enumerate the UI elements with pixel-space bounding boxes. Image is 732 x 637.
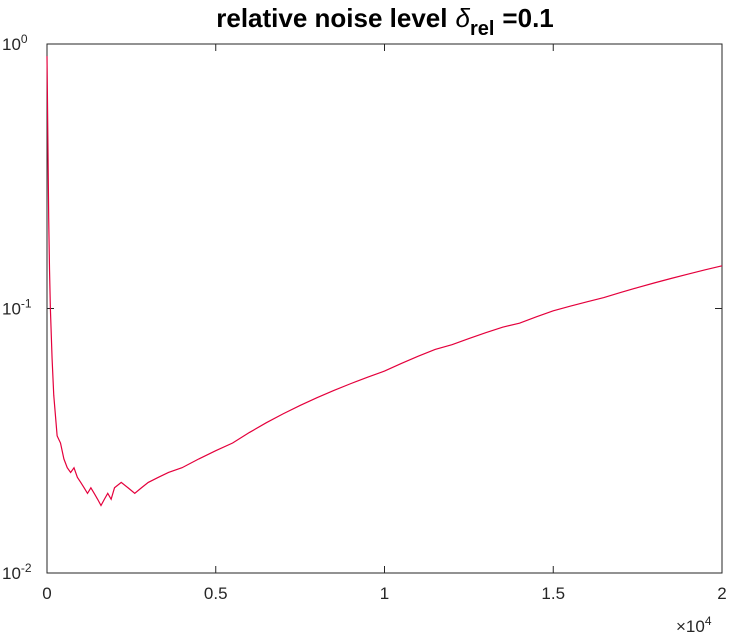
chart-title: relative noise level δrel =0.1 — [216, 3, 554, 40]
plot-frame — [46, 43, 723, 574]
exponent-power: 4 — [705, 614, 712, 628]
title-symbol: δ — [456, 3, 471, 33]
tick-base: 10 — [2, 564, 21, 583]
x-tick-label: 0 — [42, 584, 51, 603]
tick-exponent: -1 — [21, 297, 32, 311]
x-exponent-label: ×104 — [676, 614, 712, 636]
tick-base: 10 — [2, 300, 21, 319]
exponent-base: ×10 — [676, 617, 705, 636]
title-text: relative noise level — [216, 3, 447, 33]
title-subscript: rel — [470, 18, 494, 40]
y-tick-label: 10-1 — [2, 297, 32, 319]
tick-exponent: 0 — [21, 32, 28, 46]
x-tick-label: 2 — [717, 584, 726, 603]
x-tick-label: 0.5 — [204, 584, 228, 603]
title-suffix: =0.1 — [502, 3, 553, 33]
data-line — [46, 56, 723, 507]
tick-exponent: -2 — [21, 561, 32, 575]
x-tick-label: 1 — [380, 584, 389, 603]
x-tick-label: 1.5 — [541, 584, 565, 603]
tick-base: 10 — [2, 35, 21, 54]
y-tick-label: 10-2 — [2, 561, 32, 583]
y-tick-label: 100 — [2, 32, 28, 54]
